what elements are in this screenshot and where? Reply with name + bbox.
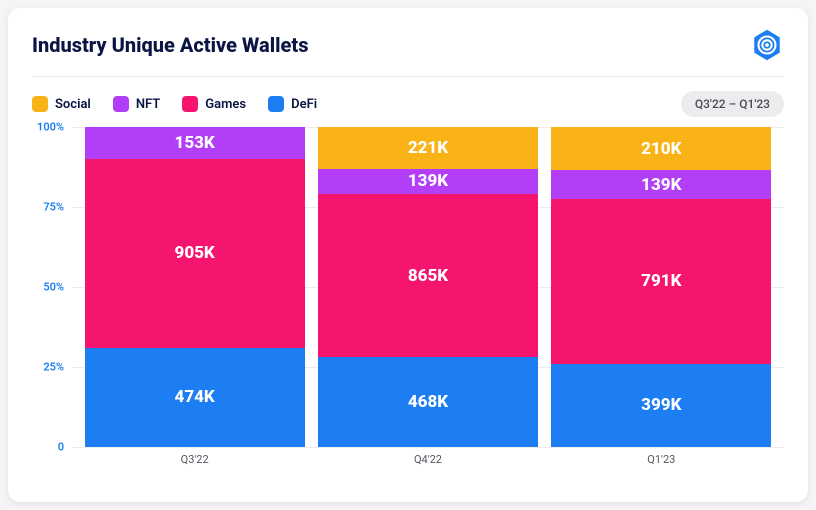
legend-item-defi[interactable]: DeFi bbox=[268, 96, 317, 112]
legend: Social NFT Games DeFi bbox=[32, 96, 317, 112]
bar-value-label: 474K bbox=[175, 387, 215, 407]
bar-segment-nft[interactable]: 139K bbox=[318, 169, 538, 195]
bar-column: 153K 905K 474K bbox=[85, 127, 305, 447]
header: Industry Unique Active Wallets bbox=[32, 28, 784, 77]
bar-segment-games[interactable]: 865K bbox=[318, 194, 538, 357]
bar-value-label: 399K bbox=[641, 395, 681, 415]
bar-value-label: 139K bbox=[408, 171, 448, 191]
legend-item-nft[interactable]: NFT bbox=[113, 96, 160, 112]
bar-value-label: 865K bbox=[408, 266, 448, 286]
legend-swatch bbox=[113, 96, 129, 112]
bar-segment-games[interactable]: 791K bbox=[551, 199, 771, 364]
legend-label: NFT bbox=[136, 97, 160, 112]
bar-column: 221K 139K 865K 468K bbox=[318, 127, 538, 447]
bar-segment-defi[interactable]: 399K bbox=[551, 364, 771, 447]
x-axis: Q3'22 Q4'22 Q1'23 bbox=[72, 453, 784, 466]
bar-segment-social[interactable]: 210K bbox=[551, 127, 771, 170]
bar-value-label: 221K bbox=[408, 138, 448, 158]
y-tick: 75% bbox=[32, 201, 68, 214]
legend-label: Games bbox=[205, 97, 246, 112]
y-tick: 100% bbox=[32, 121, 68, 134]
x-tick-label: Q3'22 bbox=[85, 453, 305, 466]
bar-value-label: 905K bbox=[175, 243, 215, 263]
bar-segment-nft[interactable]: 139K bbox=[551, 170, 771, 199]
legend-swatch bbox=[182, 96, 198, 112]
legend-item-social[interactable]: Social bbox=[32, 96, 91, 112]
controls-row: Social NFT Games DeFi Q3'22 – Q1'23 bbox=[32, 91, 784, 117]
x-tick-label: Q4'22 bbox=[318, 453, 538, 466]
dappradar-icon bbox=[750, 28, 784, 62]
gridline bbox=[72, 447, 784, 448]
legend-item-games[interactable]: Games bbox=[182, 96, 246, 112]
bar-value-label: 791K bbox=[641, 271, 681, 291]
bar-segment-defi[interactable]: 468K bbox=[318, 357, 538, 447]
y-tick: 0 bbox=[32, 441, 68, 454]
range-selector[interactable]: Q3'22 – Q1'23 bbox=[681, 91, 784, 117]
y-axis: 025%50%75%100% bbox=[32, 127, 68, 447]
x-tick-label: Q1'23 bbox=[551, 453, 771, 466]
bar-segment-games[interactable]: 905K bbox=[85, 159, 305, 348]
legend-swatch bbox=[268, 96, 284, 112]
bar-segment-defi[interactable]: 474K bbox=[85, 348, 305, 447]
chart-card: Industry Unique Active Wallets Social NFT… bbox=[8, 8, 808, 502]
bars-container: 153K 905K 474K 221K 139K 865K 468K 210K 139K 791K… bbox=[72, 127, 784, 447]
chart: 025%50%75%100% DappRadar 153K905K474K221… bbox=[32, 127, 784, 477]
y-tick: 50% bbox=[32, 281, 68, 294]
bar-segment-social[interactable]: 221K bbox=[318, 127, 538, 169]
bar-value-label: 468K bbox=[408, 392, 448, 412]
plot-area: DappRadar 153K905K474K221K139K865K468K21… bbox=[72, 127, 784, 447]
page-title: Industry Unique Active Wallets bbox=[32, 33, 308, 57]
bar-segment-nft[interactable]: 153K bbox=[85, 127, 305, 159]
bar-column: 210K 139K 791K 399K bbox=[551, 127, 771, 447]
y-tick: 25% bbox=[32, 361, 68, 374]
legend-label: DeFi bbox=[291, 97, 317, 112]
legend-swatch bbox=[32, 96, 48, 112]
bar-value-label: 139K bbox=[641, 175, 681, 195]
bar-value-label: 210K bbox=[641, 139, 681, 159]
legend-label: Social bbox=[55, 97, 91, 112]
bar-value-label: 153K bbox=[175, 133, 215, 153]
